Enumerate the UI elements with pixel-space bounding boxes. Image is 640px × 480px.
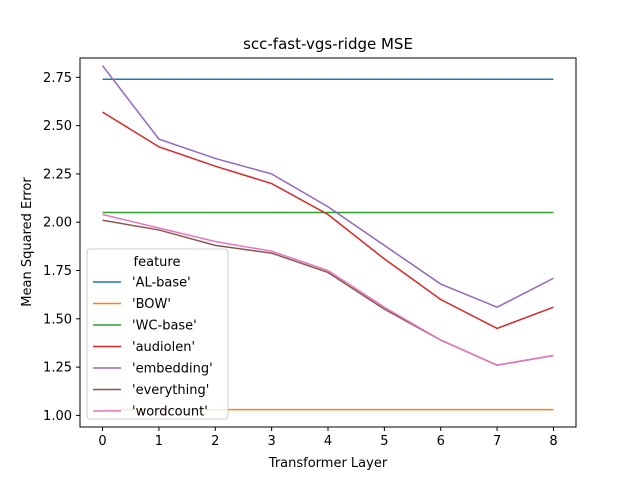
legend: feature 'AL-base' 'BOW' 'WC-base' 'audiolen… [86, 248, 229, 420]
y-tick-label: 2.25 [43, 167, 72, 182]
legend-box [86, 248, 229, 420]
legend-title: feature [134, 255, 181, 270]
x-axis: 0 1 2 3 4 5 6 7 8 [98, 427, 558, 449]
x-tick-label: 4 [324, 434, 332, 449]
x-tick-label: 0 [98, 434, 106, 449]
chart-title: scc-fast-vgs-ridge MSE [243, 35, 413, 53]
legend-label: 'WC-base' [132, 319, 197, 334]
x-tick-label: 1 [155, 434, 163, 449]
y-tick-label: 1.00 [43, 409, 72, 424]
y-tick-label: 1.50 [43, 312, 72, 327]
legend-items: 'AL-base' 'BOW' 'WC-base' 'audiolen' 'embedd… [93, 276, 213, 420]
legend-label: 'wordcount' [132, 405, 208, 420]
x-tick-label: 5 [380, 434, 388, 449]
legend-label: 'AL-base' [132, 276, 191, 291]
y-tick-label: 1.75 [43, 264, 72, 279]
y-tick-label: 2.75 [43, 71, 72, 86]
y-tick-label: 2.00 [43, 216, 72, 231]
x-tick-label: 7 [493, 434, 501, 449]
y-axis-label: Mean Squared Error [20, 177, 35, 307]
legend-label: 'audiolen' [132, 340, 195, 355]
series-line-4 [101, 65, 554, 309]
x-tick-label: 3 [267, 434, 275, 449]
y-tick-label: 1.25 [43, 361, 72, 376]
legend-label: 'embedding' [132, 362, 213, 377]
legend-label: 'everything' [132, 383, 209, 398]
series-line-3 [102, 111, 554, 330]
series-line-6 [102, 213, 554, 366]
x-tick-label: 8 [549, 434, 557, 449]
y-axis: 1.00 1.25 1.50 1.75 2.00 2.25 2.50 2.75 [43, 71, 80, 424]
x-tick-label: 6 [437, 434, 445, 449]
y-tick-label: 2.50 [43, 119, 72, 134]
x-axis-label: Transformer Layer [268, 456, 388, 471]
x-tick-label: 2 [211, 434, 219, 449]
legend-label: 'BOW' [132, 297, 171, 312]
